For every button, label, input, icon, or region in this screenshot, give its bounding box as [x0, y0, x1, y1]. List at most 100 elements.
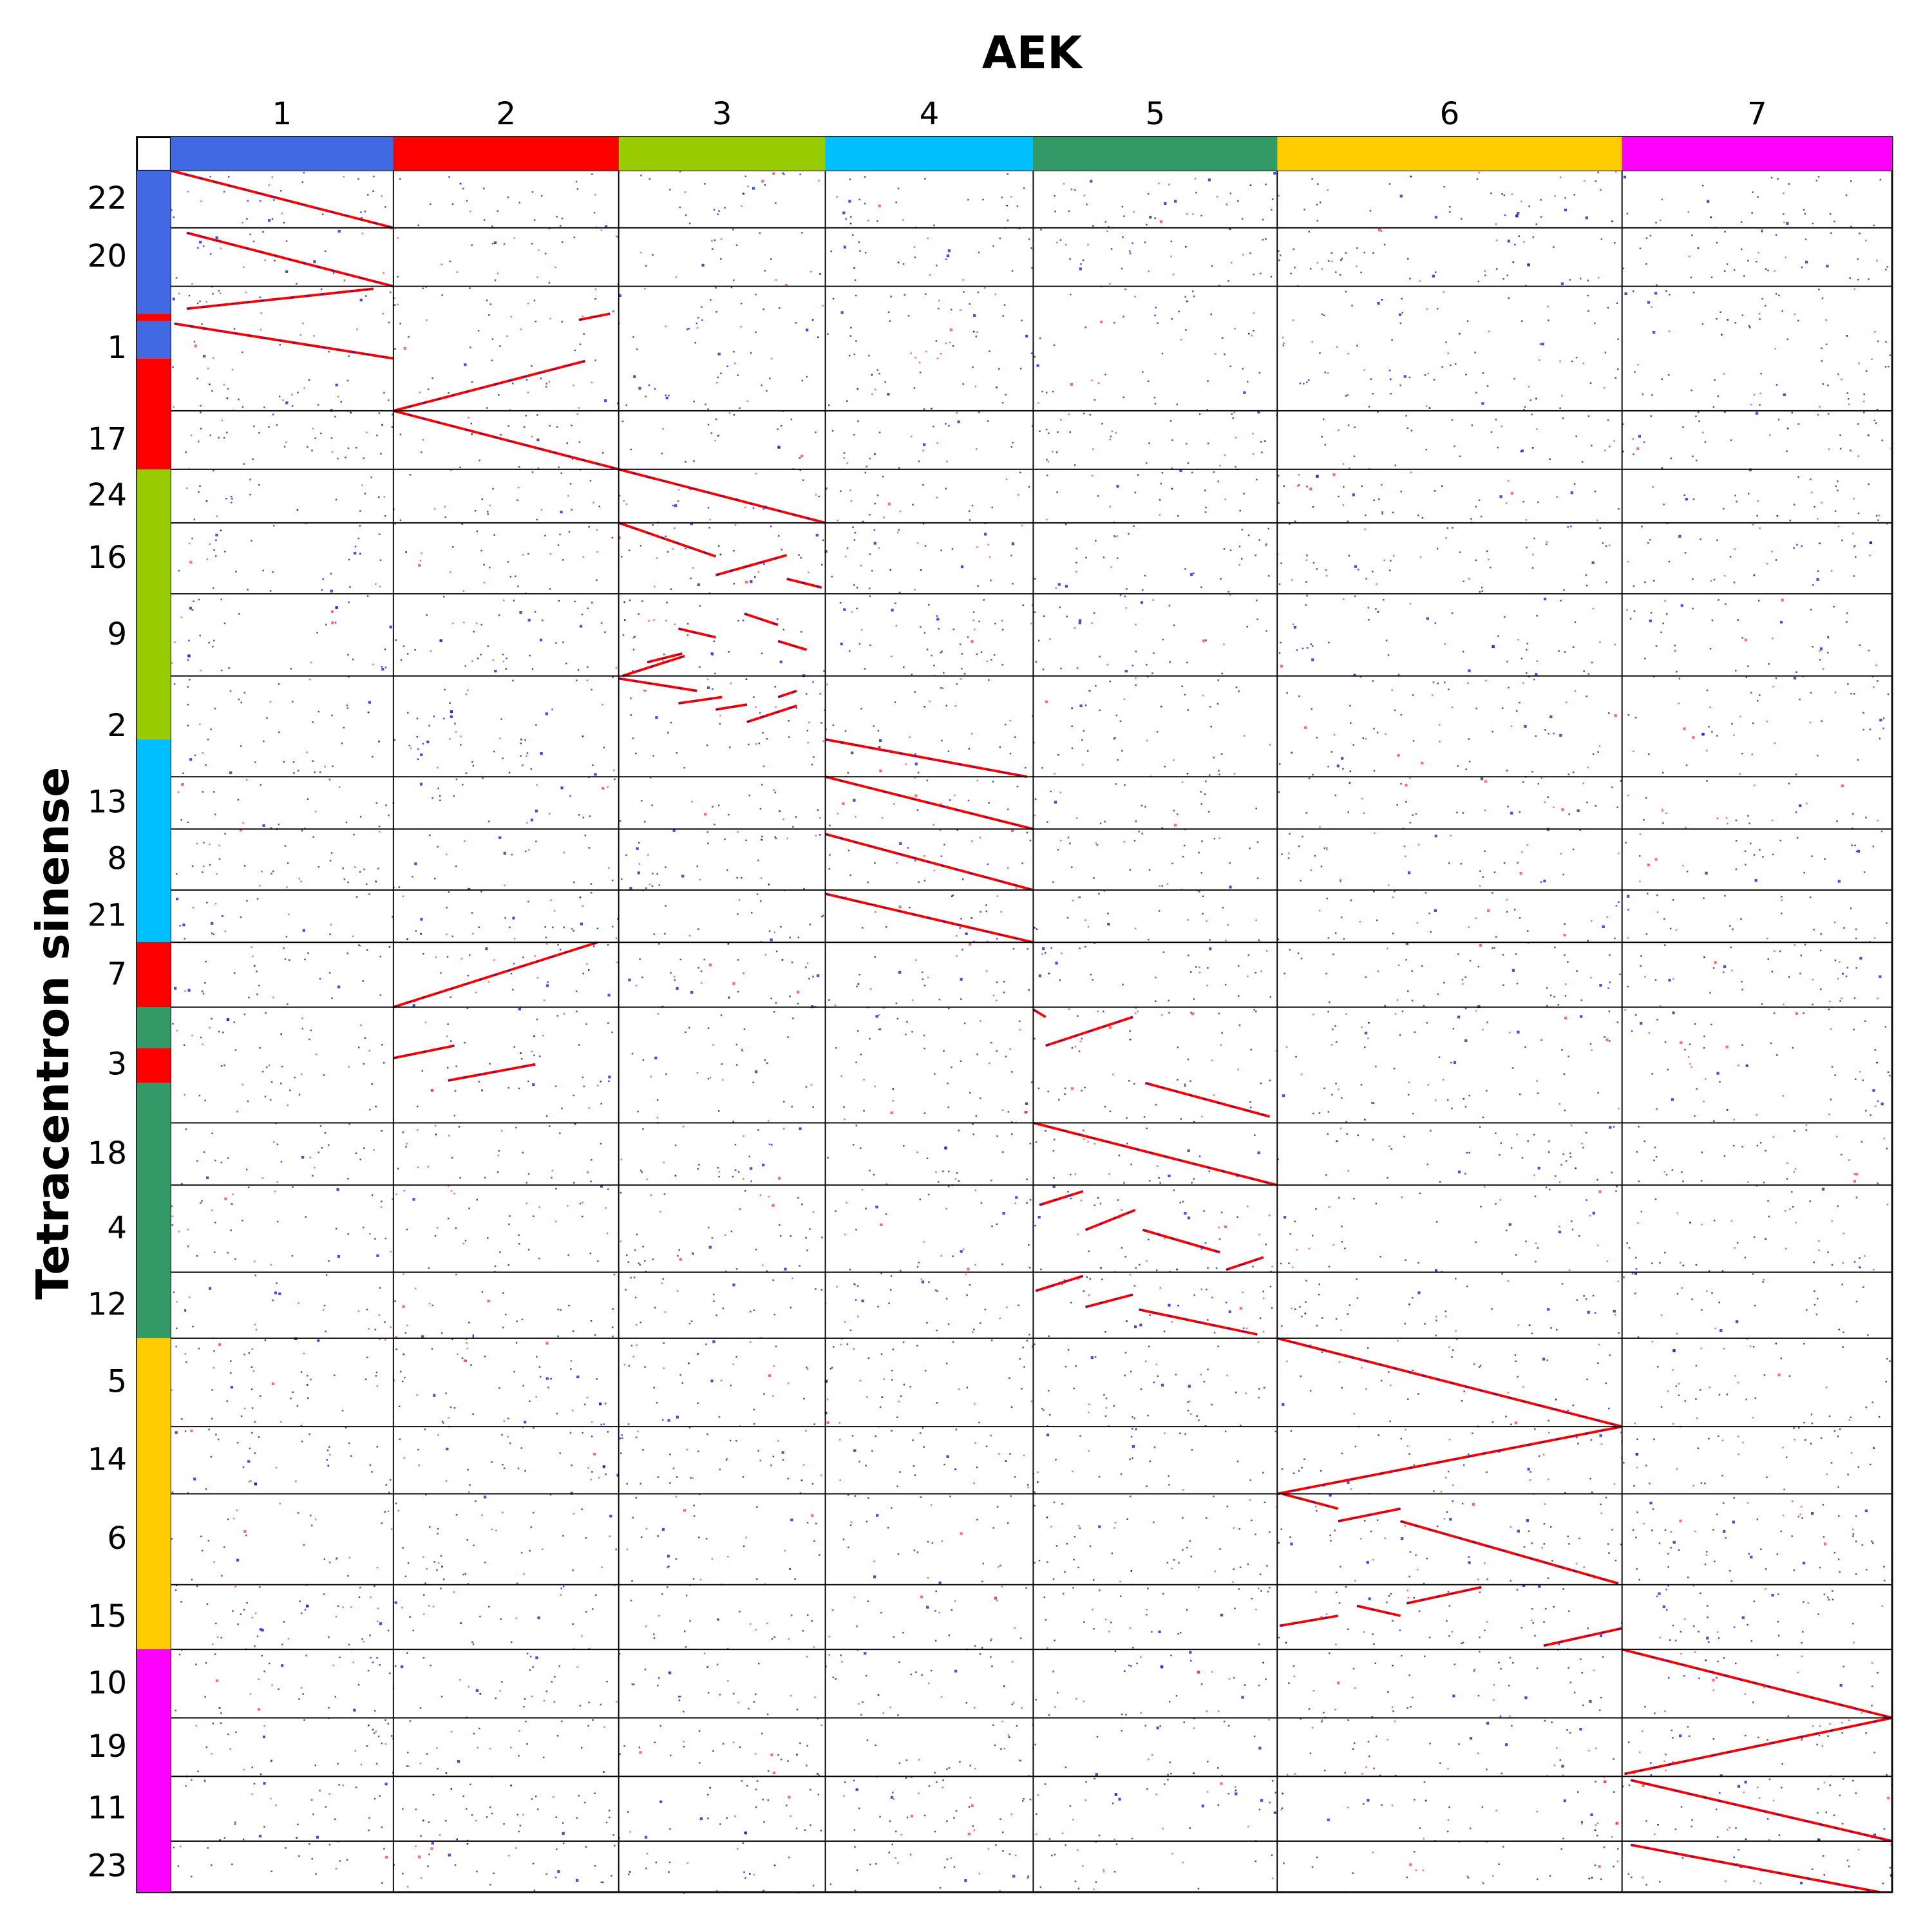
dot	[1405, 1259, 1406, 1261]
dot	[1211, 1671, 1213, 1673]
dot	[820, 1474, 822, 1477]
dot	[297, 1512, 299, 1514]
dot	[899, 1269, 902, 1272]
dot	[614, 778, 616, 781]
dot	[811, 1620, 813, 1622]
dot	[1716, 1513, 1718, 1515]
dot	[1421, 965, 1423, 967]
dot	[1350, 1488, 1352, 1490]
dot	[984, 533, 987, 536]
dot	[767, 1120, 770, 1122]
dot	[1043, 1409, 1045, 1412]
dot	[501, 1511, 504, 1513]
dot	[1803, 1012, 1804, 1014]
dot	[550, 1378, 552, 1380]
dot	[1417, 1262, 1419, 1264]
dot	[674, 1144, 677, 1146]
dot	[534, 955, 536, 957]
dot	[1088, 1294, 1090, 1296]
dot	[1446, 1830, 1449, 1833]
dot	[1123, 698, 1126, 700]
dot	[1575, 1436, 1578, 1439]
dot	[688, 328, 690, 330]
dot	[757, 1662, 760, 1665]
dot	[1217, 1767, 1219, 1769]
dot	[194, 345, 197, 348]
dot	[1535, 223, 1538, 225]
dot	[1207, 1761, 1209, 1763]
dot	[935, 1590, 937, 1593]
dot	[437, 846, 439, 848]
dot	[1287, 852, 1290, 855]
dot	[1817, 754, 1819, 757]
dot	[790, 1235, 791, 1237]
dot	[1134, 1012, 1137, 1014]
dot	[1744, 638, 1747, 641]
dot	[279, 344, 281, 346]
dot	[1037, 1087, 1040, 1090]
dot	[1070, 383, 1074, 386]
dot	[612, 1834, 614, 1836]
dot	[1018, 1759, 1021, 1761]
dot	[1632, 290, 1634, 292]
dot	[945, 1208, 947, 1210]
dot	[589, 1252, 592, 1255]
dot	[1480, 515, 1482, 518]
dot	[1207, 967, 1209, 969]
dot	[1879, 737, 1881, 740]
dot	[1534, 1634, 1536, 1637]
dot	[1725, 1045, 1728, 1048]
dot	[1770, 1042, 1772, 1045]
dot	[734, 1169, 737, 1171]
dot	[1036, 1813, 1037, 1815]
dot	[368, 701, 372, 704]
dot	[1001, 629, 1004, 631]
dot	[1740, 221, 1743, 223]
dot	[311, 450, 313, 451]
dot	[813, 1540, 815, 1542]
dot	[1281, 1468, 1283, 1470]
dot	[1124, 669, 1128, 673]
dot	[1692, 455, 1694, 457]
dot	[1874, 330, 1876, 333]
dot	[184, 1352, 186, 1355]
dot	[581, 1508, 583, 1510]
dot	[903, 1383, 905, 1386]
dot	[538, 249, 540, 251]
dot	[755, 293, 757, 296]
dot	[1146, 1260, 1148, 1262]
dot	[357, 1046, 360, 1048]
dot	[505, 1313, 507, 1316]
dot	[704, 813, 707, 816]
dot	[713, 1300, 715, 1302]
dot	[945, 488, 947, 490]
dot	[909, 736, 911, 738]
dot	[780, 1235, 782, 1237]
dot	[223, 191, 225, 193]
dot	[402, 645, 405, 647]
dot	[1113, 535, 1115, 537]
dot	[524, 1470, 526, 1472]
dot	[347, 1575, 349, 1577]
dot	[1599, 527, 1602, 529]
dot	[1269, 1285, 1272, 1288]
dot	[1036, 364, 1039, 367]
dot	[426, 614, 428, 616]
dot	[774, 686, 777, 688]
dot	[1305, 1280, 1307, 1282]
dot	[1054, 1639, 1056, 1642]
dot	[1293, 248, 1294, 251]
dot	[1780, 1357, 1783, 1359]
dot	[1381, 513, 1383, 515]
dot	[862, 927, 864, 929]
dot	[894, 701, 896, 703]
dot	[555, 1816, 558, 1818]
dot	[1427, 372, 1430, 375]
dot	[865, 1674, 867, 1677]
dot	[1027, 1484, 1029, 1486]
dot	[1568, 1610, 1570, 1613]
dot	[1186, 661, 1188, 664]
dot	[1359, 1538, 1362, 1540]
dot	[268, 1662, 270, 1665]
dot	[1567, 1409, 1569, 1412]
